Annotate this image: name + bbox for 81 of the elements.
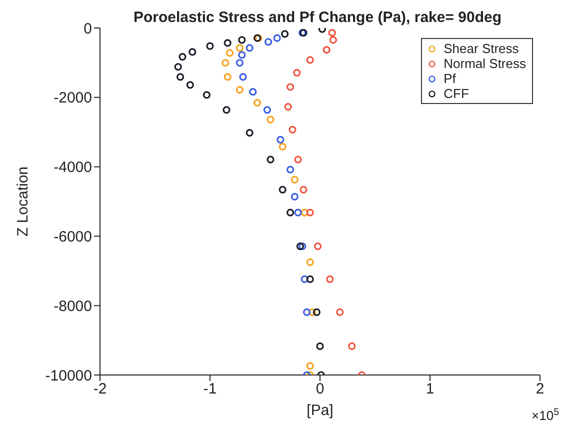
point [286, 166, 294, 174]
point [300, 208, 308, 216]
point [328, 29, 336, 37]
point [236, 86, 244, 94]
point [263, 106, 271, 114]
point [174, 63, 182, 71]
point [226, 49, 234, 57]
y-tick-label: -6000 [54, 228, 92, 246]
point [224, 73, 232, 81]
point [284, 102, 292, 111]
y-tick-label: -10000 [45, 367, 92, 384]
point [281, 30, 289, 38]
x-tick-label: 2 [536, 380, 544, 398]
point [276, 136, 284, 144]
point [306, 275, 314, 284]
y-tick-label: 0 [84, 20, 92, 38]
point [249, 88, 257, 96]
point [298, 242, 306, 250]
point [300, 275, 308, 284]
point [306, 56, 314, 64]
point [236, 59, 244, 67]
point [306, 362, 314, 370]
point [322, 46, 330, 54]
point [264, 38, 272, 46]
legend-label: Shear Stress [444, 41, 519, 56]
legend-label: CFF [444, 86, 469, 101]
x-tick-label: 1 [426, 380, 434, 398]
point [278, 186, 286, 194]
x-tick-label: -1 [203, 380, 217, 398]
point [306, 258, 314, 266]
point [246, 44, 254, 52]
y-axis-title: Z Location [14, 166, 32, 237]
x-tick-label: 0 [316, 380, 324, 398]
point [290, 176, 298, 184]
point [238, 51, 246, 59]
point [336, 308, 344, 316]
point [293, 68, 301, 77]
point [326, 275, 334, 284]
point [306, 208, 314, 216]
point [236, 44, 244, 52]
point [294, 156, 302, 164]
point [222, 106, 230, 114]
chart-title: Poroelastic Stress and Pf Change (Pa), rake= 90deg [133, 9, 502, 26]
point [202, 91, 210, 99]
point [176, 73, 184, 81]
x-axis-title: [Pa] [306, 402, 334, 419]
point [186, 81, 194, 89]
x-tick-label: -2 [93, 380, 107, 398]
text: ×10$^{5}$ [532, 406, 560, 423]
legend-label: Normal Stress [444, 56, 526, 71]
point [329, 36, 337, 44]
point [294, 208, 302, 216]
point [290, 192, 298, 200]
point [300, 186, 308, 194]
point [222, 59, 230, 67]
point [246, 128, 254, 137]
point [312, 308, 320, 316]
point [266, 116, 274, 124]
point [278, 142, 286, 150]
point [178, 53, 186, 61]
point [288, 126, 296, 134]
y-tick-label: -8000 [54, 298, 92, 315]
point [303, 308, 311, 316]
legend-label: Pf [444, 71, 456, 86]
point [286, 208, 294, 216]
point [348, 342, 356, 350]
point [188, 48, 196, 56]
point [308, 308, 316, 316]
point [238, 36, 246, 44]
point [206, 42, 214, 50]
point [316, 342, 324, 350]
point [286, 83, 294, 91]
point [266, 156, 274, 164]
point [296, 242, 304, 250]
point [239, 73, 247, 81]
y-tick-label: -2000 [54, 90, 92, 107]
point [224, 39, 232, 47]
point [254, 98, 262, 107]
point [273, 34, 281, 42]
point [314, 242, 322, 250]
y-tick-label: -4000 [54, 159, 92, 176]
